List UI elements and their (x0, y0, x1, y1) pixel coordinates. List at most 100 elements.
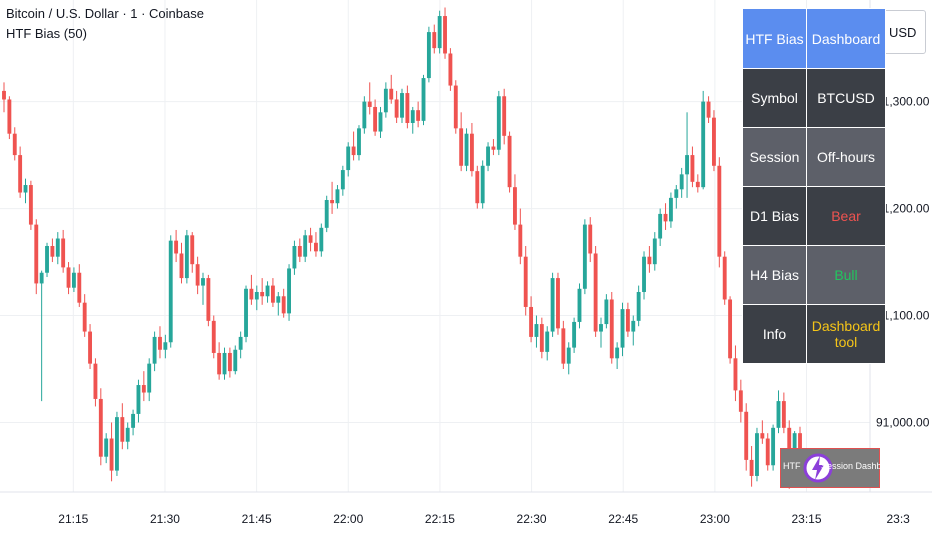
candle (421, 74, 426, 126)
candle-body (147, 363, 152, 393)
candle-body (115, 417, 119, 471)
candle (432, 24, 437, 54)
candle-body (776, 401, 781, 428)
tag-left-text: HTF (783, 461, 801, 471)
candle-body (679, 174, 684, 190)
candle-body (577, 288, 582, 322)
candle-body (125, 427, 130, 442)
candle (523, 246, 528, 316)
candle-body (690, 155, 695, 182)
candle-body (297, 246, 302, 257)
candle (556, 272, 560, 335)
candle-body (206, 278, 211, 321)
candle (346, 142, 351, 177)
candle-body (400, 93, 404, 118)
candle (599, 317, 603, 348)
candle (593, 246, 598, 337)
indicator-label[interactable]: HTF Bias (50) (6, 26, 87, 41)
candle (588, 217, 593, 263)
currency-button[interactable]: USD (880, 10, 926, 54)
candle (18, 146, 23, 198)
lightning-logo-icon (803, 453, 833, 483)
candle (249, 274, 254, 305)
x-tick-label: 21:15 (58, 512, 88, 526)
candle-body (432, 32, 437, 49)
candle-body (652, 238, 657, 265)
candle-body (631, 320, 636, 332)
candle (82, 294, 87, 337)
candle (276, 291, 281, 316)
candle-body (685, 155, 689, 175)
time-axis-labels: 21:15 21:30 21:45 22:00 22:15 22:30 22:45 23:00… (58, 512, 910, 526)
row-label: Symbol (742, 68, 807, 128)
candle-body (184, 235, 189, 279)
candle-body (373, 106, 378, 132)
candle (631, 315, 636, 346)
candle (88, 324, 92, 369)
candle (663, 203, 668, 230)
candle-body (405, 93, 410, 123)
candle-body (523, 256, 528, 307)
row-value: Off-hours (806, 127, 886, 187)
x-tick-label: 23:15 (792, 512, 822, 526)
candle-body (55, 238, 60, 257)
candle-body (561, 328, 566, 364)
candle (34, 219, 39, 295)
candle (227, 347, 232, 378)
candle (534, 315, 539, 348)
candle-body (34, 224, 39, 284)
candle-body (233, 349, 238, 372)
candle (23, 178, 28, 204)
candle (609, 291, 614, 364)
candle (265, 281, 270, 303)
candle-body (131, 413, 136, 428)
candle (308, 227, 313, 252)
candle (2, 82, 6, 113)
candle (131, 409, 136, 436)
x-tick-label: 23:00 (700, 512, 730, 526)
candle-body (593, 253, 598, 332)
candle (98, 388, 103, 466)
candle-body (18, 155, 23, 193)
candle (781, 392, 786, 434)
candle (152, 331, 157, 372)
candle (389, 74, 394, 104)
candle (690, 146, 695, 188)
candle (733, 345, 738, 402)
candle-body (238, 336, 243, 350)
candle (319, 223, 324, 257)
y-tick-label: 91,300.00 (876, 95, 930, 109)
candle-body (437, 16, 442, 49)
candle (71, 267, 76, 292)
candle-body (518, 224, 523, 257)
candle (400, 88, 404, 123)
session-dashboard-tag[interactable]: HTF Session Dashboard (780, 448, 900, 488)
candle-body (109, 438, 114, 471)
candle (771, 424, 776, 471)
candle (755, 427, 759, 482)
candle (136, 379, 141, 423)
candle (647, 246, 652, 273)
candle (12, 127, 17, 161)
candle-body (636, 291, 641, 321)
candle (776, 390, 781, 434)
candle-body (529, 306, 534, 337)
candle (582, 219, 587, 295)
dashboard-row-info: Info Dashboard tool (742, 304, 886, 364)
candle-body (174, 240, 179, 254)
candle (561, 320, 566, 369)
candle-body (459, 128, 464, 166)
candle (426, 26, 431, 83)
candle (147, 358, 152, 402)
x-tick-label: 23:3 (886, 512, 910, 526)
candle-body (663, 213, 668, 222)
candle (61, 229, 66, 273)
candle-body (582, 224, 587, 289)
candle (453, 80, 458, 134)
candle-body (82, 302, 87, 332)
symbol-title[interactable]: Bitcoin / U.S. Dollar · 1 · Coinbase (6, 6, 204, 21)
candle-body (136, 385, 141, 414)
candle (201, 272, 205, 305)
row-label: D1 Bias (742, 186, 807, 246)
candle (502, 88, 507, 145)
